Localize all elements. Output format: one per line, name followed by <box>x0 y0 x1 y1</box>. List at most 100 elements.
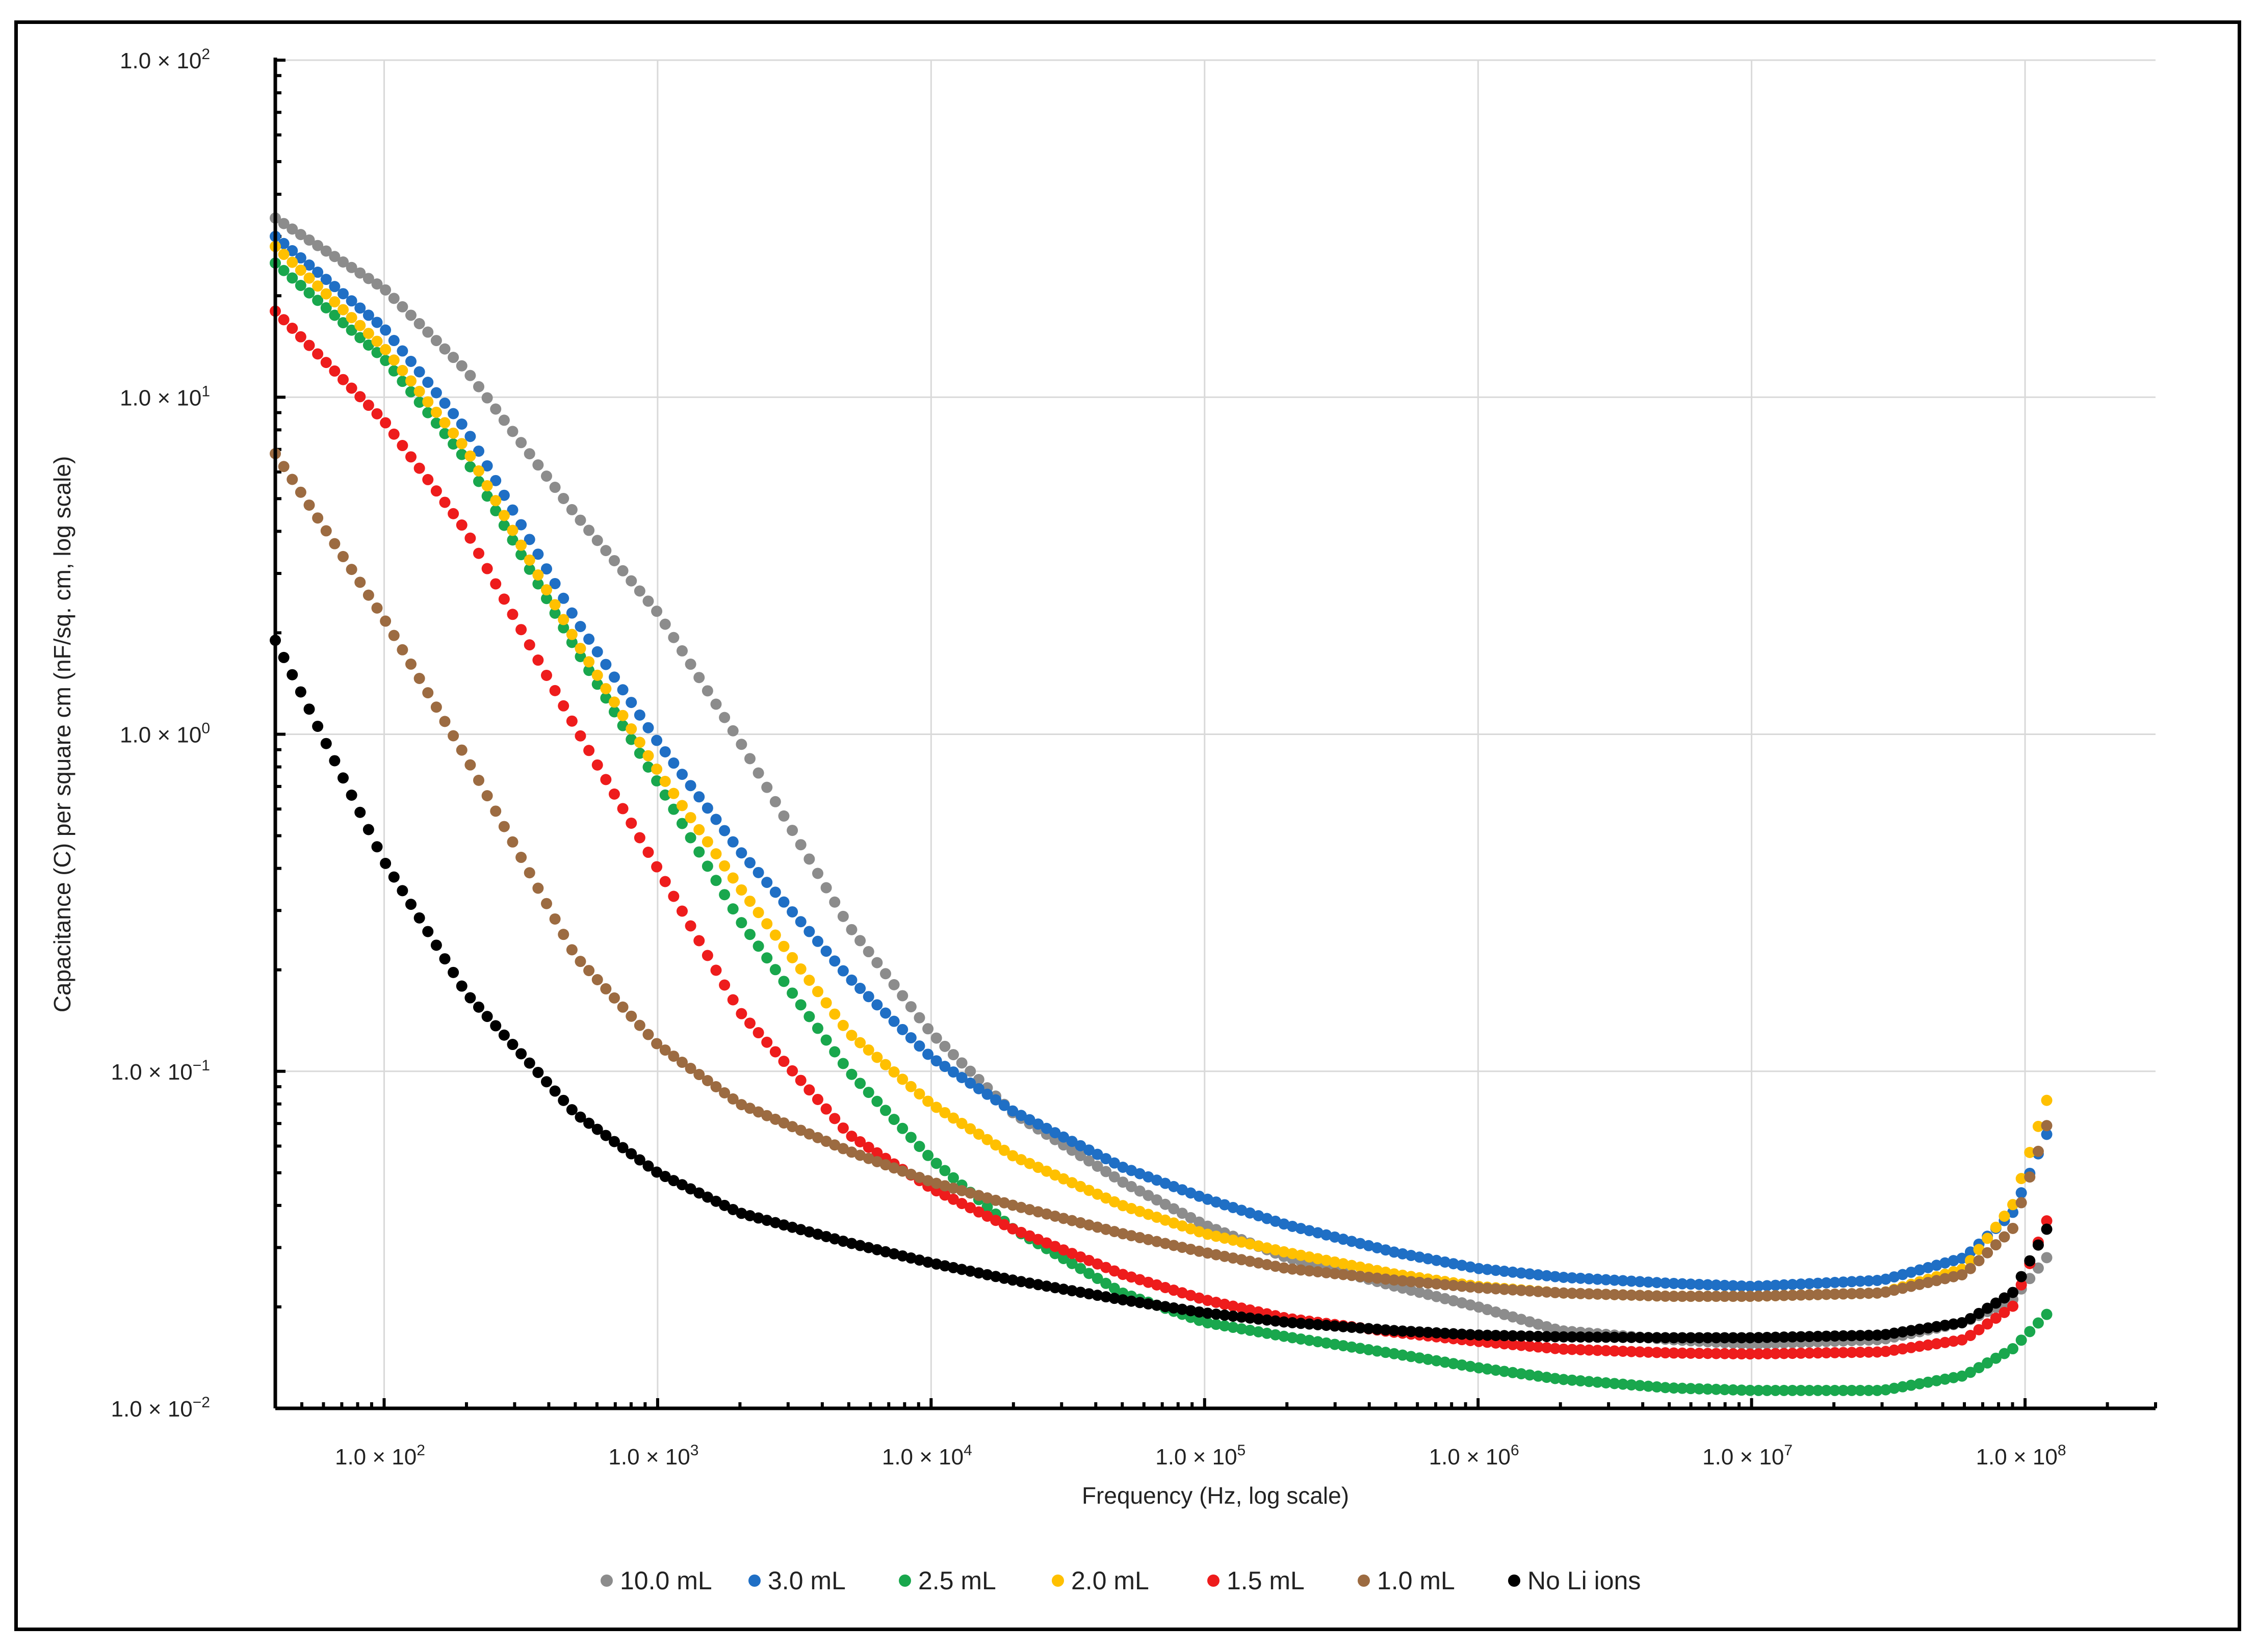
data-point <box>1812 1347 1824 1359</box>
data-point <box>1617 1331 1629 1343</box>
data-point <box>1253 1240 1264 1252</box>
data-point <box>1549 1343 1561 1354</box>
data-point <box>448 438 459 450</box>
data-point <box>608 555 620 566</box>
data-point <box>439 953 451 965</box>
data-point <box>795 916 807 928</box>
data-point <box>1218 1199 1230 1211</box>
data-point <box>1549 1331 1561 1343</box>
data-point <box>1194 1190 1205 1202</box>
data-point <box>1964 1255 1976 1267</box>
data-point <box>303 287 315 299</box>
data-point <box>829 1046 841 1058</box>
data-point <box>897 1250 909 1262</box>
data-point <box>1320 1267 1332 1278</box>
data-point <box>295 229 306 241</box>
data-point <box>1507 1311 1519 1323</box>
data-point <box>575 956 586 967</box>
data-point <box>837 1058 849 1069</box>
data-point <box>1075 1150 1086 1162</box>
data-point <box>981 1192 993 1204</box>
data-point <box>1617 1346 1629 1357</box>
data-point <box>532 548 544 560</box>
data-point <box>2041 1223 2053 1235</box>
data-point <box>617 710 629 721</box>
data-point <box>1710 1332 1722 1344</box>
data-point <box>1956 1317 1968 1328</box>
data-point <box>507 525 518 536</box>
data-point <box>1210 1249 1222 1261</box>
data-point <box>362 589 374 601</box>
data-point <box>1507 1339 1519 1350</box>
data-point <box>651 735 663 746</box>
data-point <box>1634 1380 1646 1392</box>
data-point <box>1465 1329 1476 1341</box>
data-point <box>303 234 315 246</box>
data-point <box>1176 1208 1188 1219</box>
data-point <box>490 475 502 486</box>
data-point <box>1058 1173 1070 1185</box>
data-point <box>914 1012 925 1024</box>
data-point <box>2032 1239 2044 1251</box>
data-point <box>608 788 620 800</box>
legend-marker <box>1508 1575 1520 1587</box>
data-point <box>1770 1331 1781 1343</box>
data-point <box>1524 1369 1536 1381</box>
data-point <box>846 1068 858 1080</box>
data-point <box>787 987 798 999</box>
data-point <box>1261 1258 1273 1270</box>
data-point <box>405 451 417 463</box>
data-point <box>397 376 408 387</box>
data-point <box>1447 1295 1459 1306</box>
data-point <box>1092 1188 1103 1200</box>
data-point <box>524 534 535 545</box>
y-tick-exponent: 0 <box>201 720 210 737</box>
data-point <box>388 871 400 883</box>
data-point <box>303 703 315 715</box>
data-point <box>1736 1384 1748 1396</box>
data-point <box>1744 1348 1756 1360</box>
data-point <box>879 1105 891 1116</box>
data-point <box>515 519 527 531</box>
data-point <box>295 265 306 276</box>
data-point <box>820 997 832 1009</box>
data-point <box>1829 1288 1840 1300</box>
data-point <box>1092 1148 1103 1160</box>
data-point <box>1049 1211 1061 1222</box>
data-point <box>473 774 484 786</box>
data-point <box>1202 1307 1213 1319</box>
data-point <box>778 810 790 822</box>
data-point <box>1185 1187 1197 1199</box>
data-point <box>1770 1279 1781 1291</box>
data-point <box>897 1024 909 1035</box>
data-point <box>1354 1261 1366 1273</box>
data-point <box>1922 1322 1934 1334</box>
data-point <box>634 1019 645 1031</box>
data-point <box>1278 1316 1290 1328</box>
data-point <box>1194 1226 1205 1238</box>
data-point <box>1727 1280 1739 1292</box>
data-point <box>1821 1347 1832 1359</box>
data-point <box>278 314 290 326</box>
data-point <box>769 964 781 976</box>
data-point <box>1227 1201 1239 1213</box>
data-point <box>2015 1279 2027 1291</box>
data-point <box>1625 1379 1637 1391</box>
data-point <box>1964 1263 1976 1274</box>
x-tick-mantissa: 1.0 × 10 <box>1429 1445 1511 1470</box>
data-point <box>448 508 459 519</box>
series-2-0-ml <box>270 241 2053 1302</box>
data-point <box>2007 1343 2019 1355</box>
data-point <box>1973 1324 1985 1335</box>
data-point <box>753 940 764 952</box>
data-point <box>702 836 713 848</box>
data-point <box>1778 1290 1790 1301</box>
data-point <box>1083 1288 1095 1300</box>
data-point <box>329 755 341 767</box>
data-point <box>1117 1269 1129 1280</box>
data-point <box>1202 1317 1213 1329</box>
data-point <box>693 846 705 858</box>
data-point <box>1609 1331 1620 1343</box>
data-point <box>769 886 781 898</box>
data-point <box>854 1078 866 1089</box>
